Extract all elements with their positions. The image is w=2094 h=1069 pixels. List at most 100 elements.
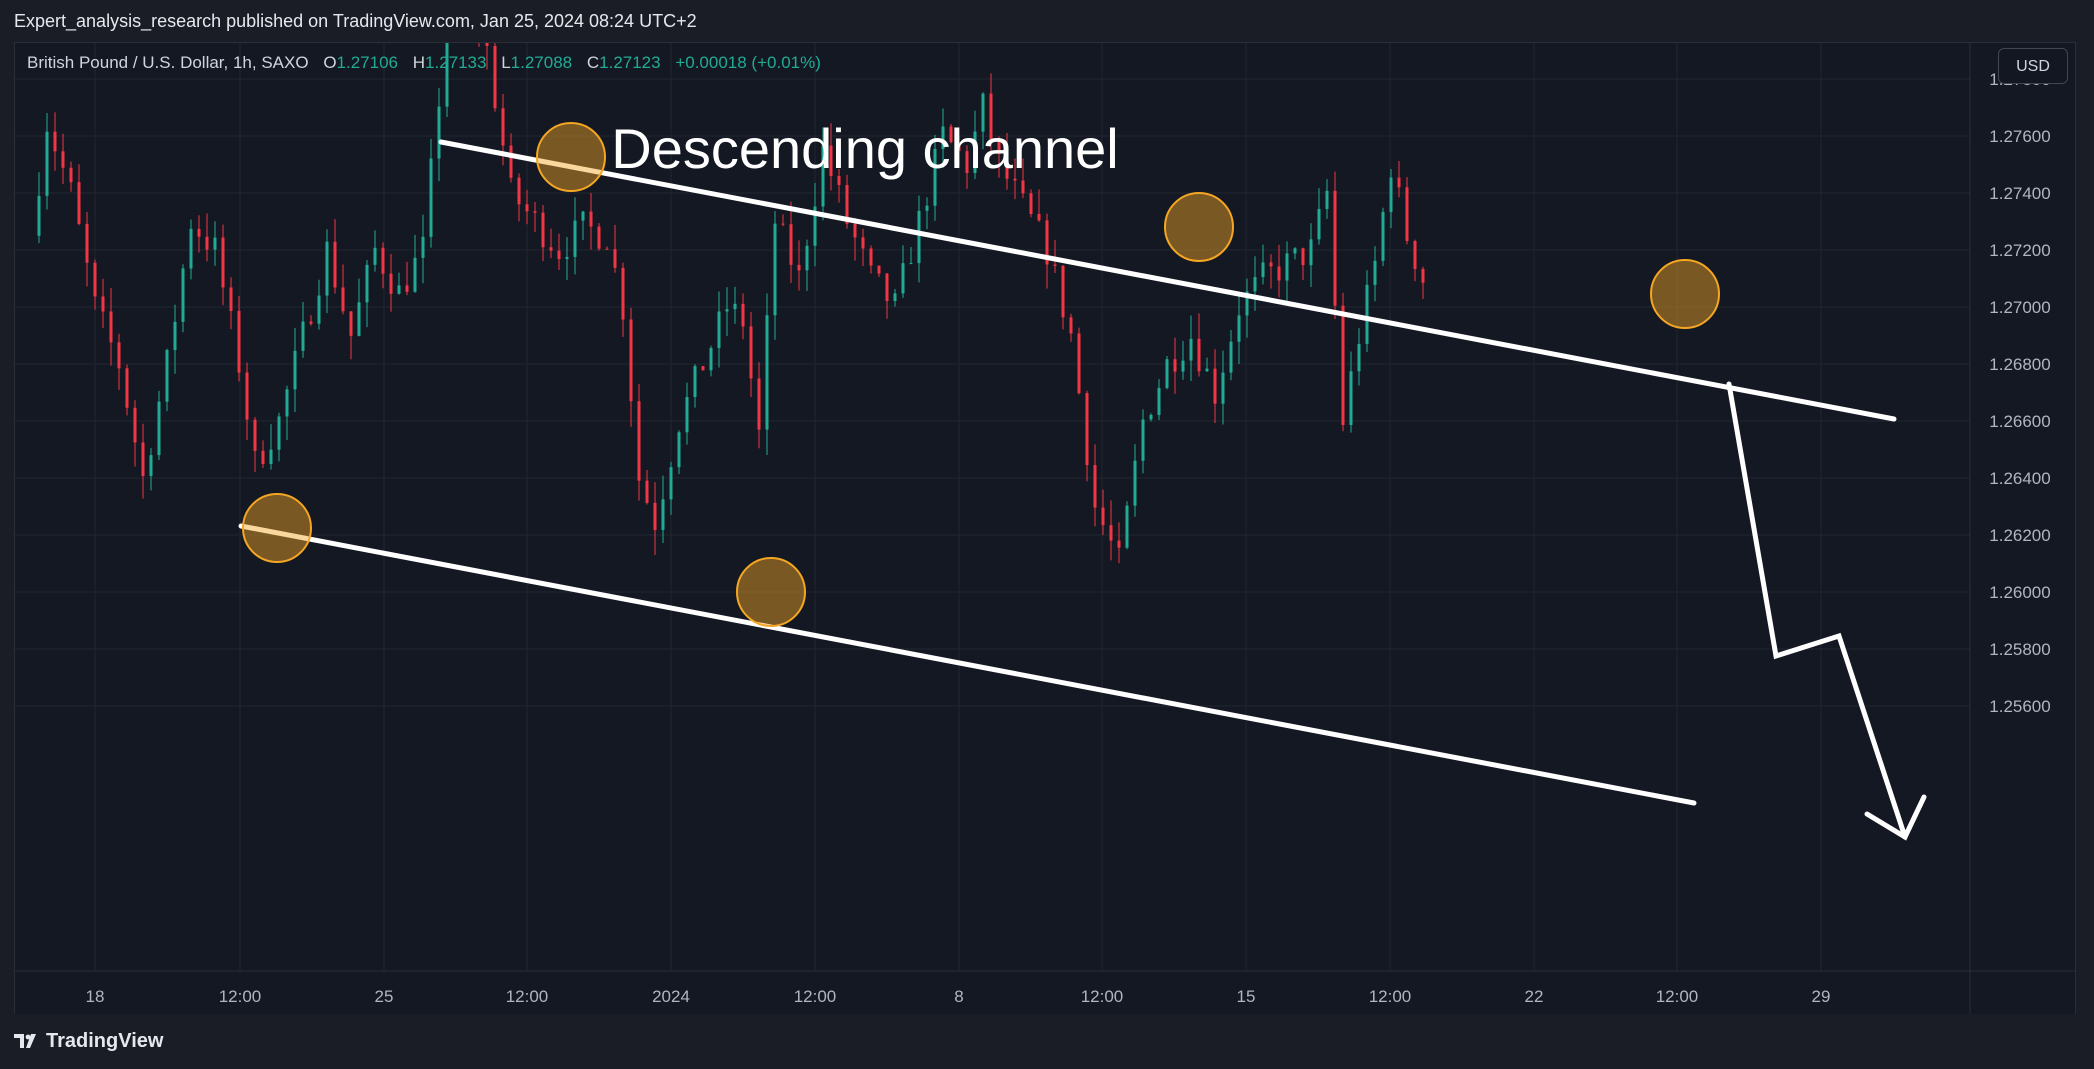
candle-body	[125, 368, 129, 408]
candle-body	[1101, 507, 1105, 526]
candle-body	[1357, 343, 1361, 372]
candle-body	[509, 145, 513, 178]
candle-body	[861, 237, 865, 249]
tradingview-logo[interactable]: TradingView	[14, 1030, 163, 1053]
candle-body	[1373, 260, 1377, 285]
candle-body	[541, 212, 545, 248]
candle-body	[677, 432, 681, 468]
time-tick-label: 18	[86, 987, 105, 1006]
candle-body	[1205, 368, 1209, 372]
upper-channel-line[interactable]	[438, 139, 1897, 422]
time-tick-label: 15	[1237, 987, 1256, 1006]
candle-body	[773, 223, 777, 316]
projection-arrow-path[interactable]	[1726, 381, 1908, 840]
candle-body	[1213, 368, 1217, 404]
candle-body	[1165, 359, 1169, 388]
symbol-name[interactable]: British Pound / U.S. Dollar, 1h, SAXO	[27, 53, 309, 72]
candle-body	[109, 311, 113, 343]
candle-body	[1197, 338, 1201, 372]
candle-body	[1005, 154, 1009, 179]
candle-body	[253, 419, 257, 451]
candle-body	[909, 263, 913, 265]
candle-body	[757, 378, 761, 430]
candle-body	[1261, 262, 1265, 278]
candle-body	[933, 148, 937, 206]
touch-point-circle[interactable]	[1650, 259, 1720, 329]
candle-body	[781, 223, 785, 225]
candle-body	[1189, 338, 1193, 361]
time-tick-label: 12:00	[1369, 987, 1412, 1006]
candle-body	[573, 220, 577, 257]
close-value: 1.27123	[599, 53, 661, 72]
candle-body	[1157, 387, 1161, 415]
candle-body	[221, 237, 225, 288]
grid-lines	[15, 43, 1970, 971]
candlesticks	[37, 43, 1425, 564]
candle-body	[189, 228, 193, 269]
candle-body	[701, 366, 705, 371]
candle-body	[117, 342, 121, 369]
candle-body	[245, 372, 249, 420]
candle-body	[653, 502, 657, 530]
candle-body	[789, 224, 793, 265]
candle-body	[709, 347, 713, 371]
candle-body	[213, 237, 217, 250]
candle-body	[197, 228, 201, 237]
footer: TradingView	[0, 1014, 2094, 1069]
candle-body	[1341, 305, 1345, 425]
candle-body	[1389, 177, 1393, 212]
candle-body	[749, 326, 753, 379]
candle-body	[893, 293, 897, 302]
candle-body	[829, 145, 833, 176]
candle-body	[1365, 284, 1369, 344]
time-tick-label: 8	[954, 987, 963, 1006]
candle-body	[597, 226, 601, 249]
candle-body	[1413, 240, 1417, 269]
publish-bar: Expert_analysis_research published on Tr…	[0, 0, 2094, 42]
candle-body	[565, 256, 569, 260]
candle-body	[645, 480, 649, 503]
touch-point-circle[interactable]	[536, 122, 606, 192]
candle-body	[389, 273, 393, 294]
publish-attribution: Expert_analysis_research published on Tr…	[14, 11, 697, 31]
candle-body	[1141, 419, 1145, 461]
touch-point-circle[interactable]	[242, 493, 312, 563]
candle-body	[1397, 177, 1401, 188]
candle-body	[901, 263, 905, 294]
lower-channel-line[interactable]	[238, 523, 1697, 806]
candle-body	[1045, 220, 1049, 265]
candle-body	[277, 416, 281, 450]
candle-body	[421, 236, 425, 258]
price-tick-label: 1.26000	[1989, 583, 2050, 602]
price-tick-label: 1.27600	[1989, 127, 2050, 146]
candle-body	[637, 401, 641, 481]
candle-body	[485, 43, 489, 46]
candle-body	[1381, 211, 1385, 261]
chart-title-annotation[interactable]: Descending channel	[611, 117, 1118, 180]
projection-arrow-head[interactable]	[1864, 794, 1927, 841]
candle-body	[1021, 180, 1025, 194]
touch-point-circle[interactable]	[1164, 192, 1234, 262]
candle-body	[1245, 291, 1249, 316]
candle-body	[165, 350, 169, 402]
currency-button[interactable]: USD	[1998, 48, 2068, 84]
chart-area[interactable]: 1.25600 1.25800 1.26000 1.26200 1.26400 1.266…	[14, 42, 2076, 1016]
open-label: O	[323, 53, 337, 72]
candle-body	[381, 247, 385, 274]
candle-body	[349, 311, 353, 336]
candle-body	[69, 167, 73, 183]
candle-body	[949, 126, 953, 143]
candle-body	[61, 151, 65, 168]
touch-point-circle[interactable]	[736, 557, 806, 627]
candle-body	[413, 257, 417, 292]
candle-body	[557, 250, 561, 260]
drawings	[238, 122, 1927, 841]
price-tick-label: 1.26400	[1989, 469, 2050, 488]
price-tick-label: 1.27200	[1989, 241, 2050, 260]
candle-body	[325, 241, 329, 296]
price-chart[interactable]: 1.25600 1.25800 1.26000 1.26200 1.26400 1.266…	[15, 43, 2075, 1015]
candle-body	[205, 236, 209, 250]
candle-body	[941, 126, 945, 149]
candle-body	[885, 273, 889, 302]
candle-body	[1149, 414, 1153, 420]
